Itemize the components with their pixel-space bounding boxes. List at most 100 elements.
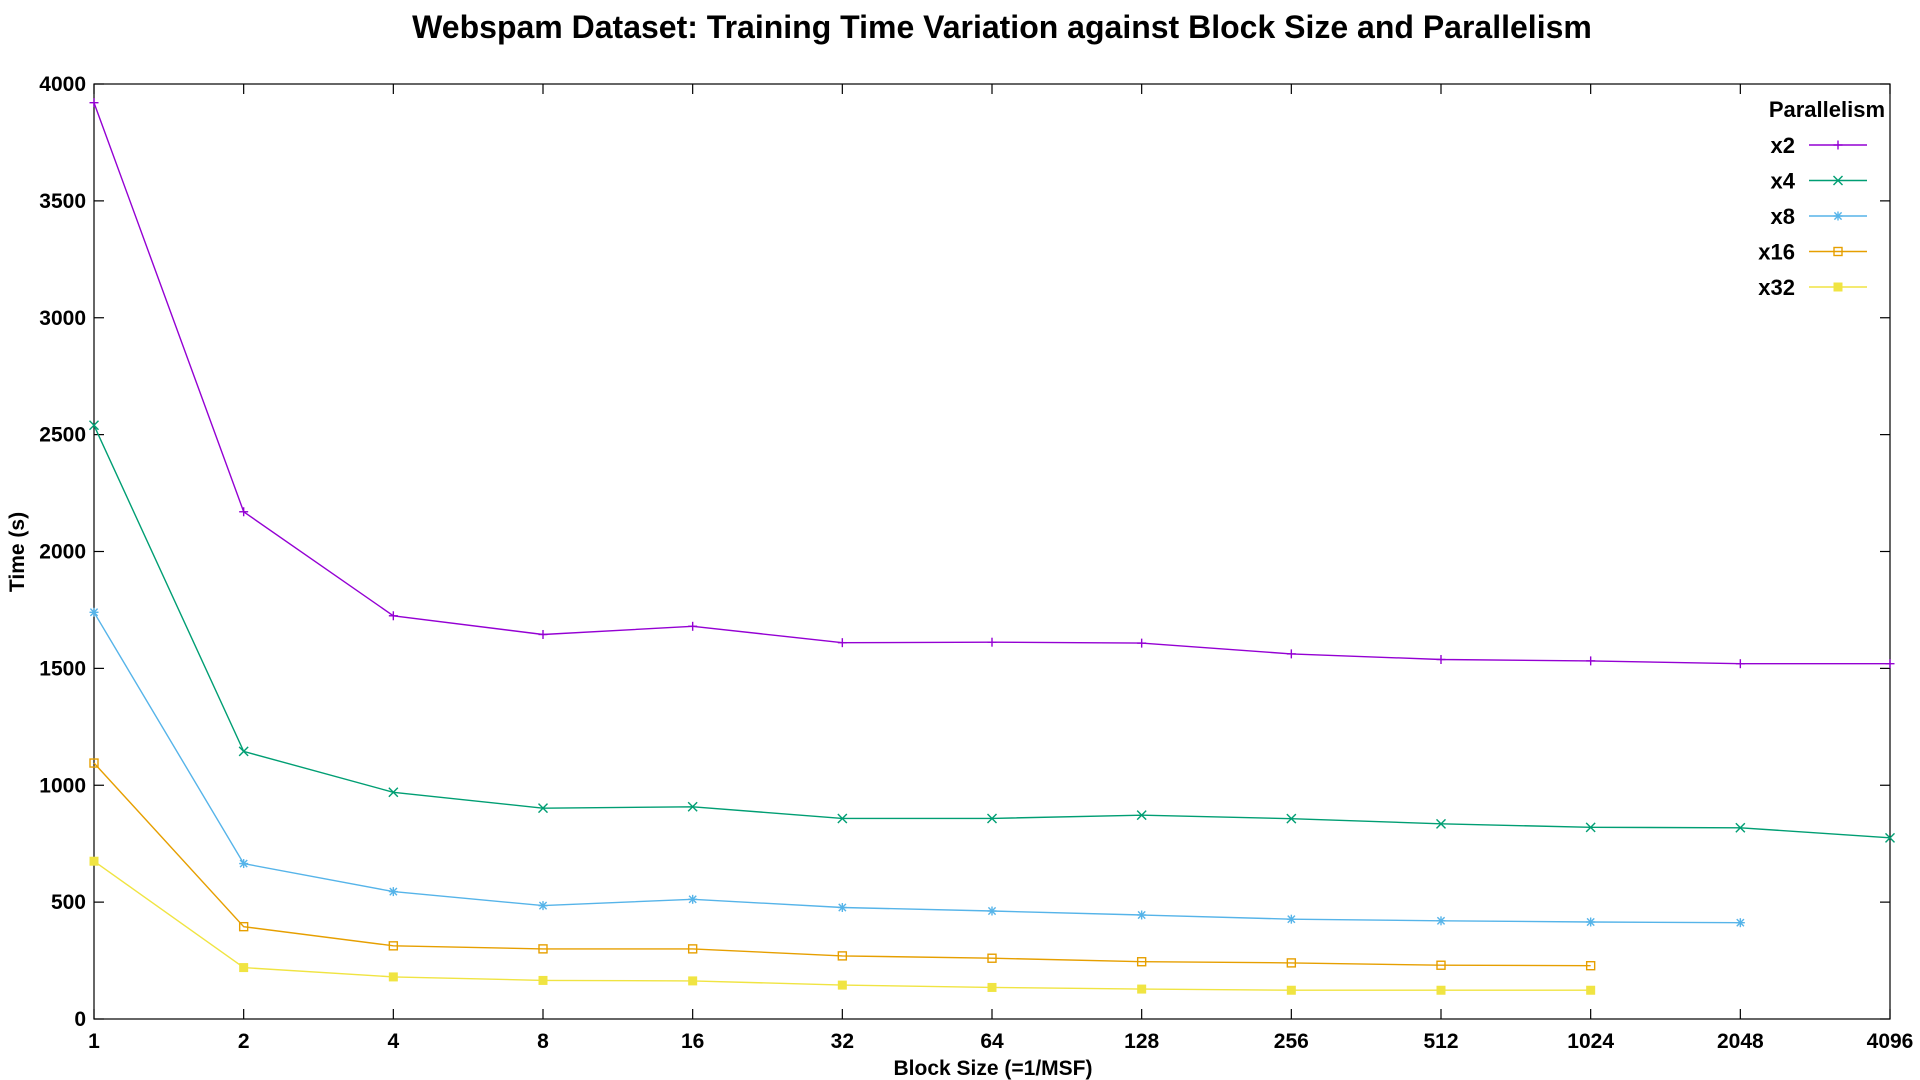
data-point-x8	[837, 903, 847, 913]
data-point-x4	[837, 813, 848, 824]
data-point-x4	[388, 787, 399, 798]
data-point-x32	[1137, 984, 1147, 994]
data-point-x8	[89, 607, 99, 617]
x-tick-label: 2	[238, 1030, 250, 1053]
data-point-x8	[239, 859, 249, 869]
data-point-x16	[1136, 957, 1147, 967]
data-point-x8	[688, 894, 698, 904]
data-point-x2	[388, 611, 398, 621]
data-point-x2	[987, 637, 997, 647]
data-point-x8	[1436, 916, 1446, 926]
plot-area	[93, 83, 1891, 1020]
x-tick-label: 128	[1124, 1030, 1159, 1053]
data-point-x32	[987, 982, 997, 992]
data-point-x2	[1586, 656, 1596, 666]
data-point-x8	[1286, 914, 1296, 924]
data-point-x4	[1585, 822, 1596, 833]
data-point-x2	[89, 98, 99, 108]
data-point-x16	[687, 944, 698, 954]
data-point-x32	[89, 856, 99, 866]
data-point-x2	[1286, 649, 1296, 659]
series-x32	[89, 856, 1596, 995]
data-point-x4	[1735, 822, 1746, 833]
data-point-x32	[239, 963, 249, 973]
x-axis-label: Block Size (=1/MSF)	[894, 1057, 1093, 1080]
data-point-x2	[1436, 654, 1446, 664]
data-point-x4	[987, 813, 997, 824]
x-tick-label: 256	[1274, 1030, 1309, 1053]
data-point-x4	[1286, 813, 1297, 824]
x-tick-label: 4	[387, 1030, 399, 1053]
data-point-x4	[89, 420, 99, 431]
data-point-x2	[837, 638, 847, 648]
legend-label-x32: x32	[1758, 275, 1795, 300]
data-point-x16	[837, 951, 848, 961]
series-line-x2	[93, 102, 1890, 665]
series-layer	[89, 98, 1895, 995]
data-point-x8	[388, 887, 398, 897]
chart-title: Webspam Dataset: Training Time Variation…	[412, 9, 1592, 45]
series-x4	[89, 420, 1895, 843]
data-point-x32	[1586, 985, 1596, 995]
y-tick-label: 500	[51, 891, 86, 914]
data-point-x32	[1286, 985, 1296, 995]
data-point-x2	[1885, 659, 1895, 669]
y-tick-label: 4000	[39, 73, 86, 96]
data-point-x32	[837, 980, 847, 990]
y-axis: 0 500 1000 1500 2000 2500 3000 3500 4000	[39, 73, 1890, 1031]
y-tick-label: 2500	[39, 424, 86, 447]
x-tick-label: 16	[681, 1030, 704, 1053]
legend-marker-x4	[1833, 175, 1843, 186]
data-point-x8	[1586, 917, 1596, 927]
x-tick-label: 2048	[1717, 1030, 1764, 1053]
series-line-x16	[93, 762, 1591, 967]
legend-marker-x32	[1833, 282, 1843, 292]
x-tick-label: 32	[831, 1030, 854, 1053]
data-point-x16	[388, 941, 399, 951]
legend-title: Parallelism	[1769, 97, 1885, 122]
data-point-x8	[1735, 918, 1745, 928]
legend-marker-x2	[1833, 140, 1843, 150]
data-point-x32	[538, 975, 548, 985]
legend-marker-x8	[1833, 211, 1843, 221]
legend-label-x2: x2	[1771, 133, 1795, 158]
y-tick-label: 3500	[39, 190, 86, 213]
legend-label-x4: x4	[1771, 169, 1796, 194]
data-point-x8	[1137, 910, 1147, 920]
data-point-x32	[388, 972, 398, 982]
series-x2	[89, 98, 1895, 669]
data-point-x2	[688, 621, 698, 631]
y-axis-label: Time (s)	[6, 512, 29, 592]
x-tick-label: 512	[1423, 1030, 1458, 1053]
data-point-x4	[1436, 818, 1446, 829]
series-line-x8	[93, 611, 1741, 924]
legend-label-x16: x16	[1758, 240, 1795, 265]
data-point-x2	[1735, 659, 1745, 669]
data-point-x2	[1137, 638, 1147, 648]
series-x8	[89, 607, 1745, 928]
data-point-x16	[89, 758, 99, 768]
y-tick-label: 1500	[39, 657, 86, 680]
x-axis: 1 2 4 8 16 32 64 128 256 512 1024 2048 4096	[88, 84, 1913, 1053]
data-point-x4	[538, 803, 548, 814]
data-point-x32	[688, 976, 698, 986]
data-point-x4	[687, 801, 698, 812]
data-point-x16	[987, 953, 997, 963]
series-line-x4	[93, 425, 1891, 839]
series-line-x32	[93, 860, 1591, 991]
data-point-x16	[1436, 960, 1446, 970]
legend-label-x8: x8	[1771, 204, 1795, 229]
series-x16	[89, 758, 1596, 971]
x-tick-label: 64	[980, 1030, 1004, 1053]
y-tick-label: 2000	[39, 541, 86, 564]
data-point-x4	[1136, 810, 1147, 821]
data-point-x16	[238, 921, 249, 932]
y-tick-label: 3000	[39, 307, 86, 330]
data-point-x32	[1436, 985, 1446, 995]
data-point-x8	[987, 906, 997, 916]
data-point-x4	[1885, 832, 1895, 843]
x-tick-label: 8	[537, 1030, 549, 1053]
x-tick-label: 4096	[1867, 1030, 1914, 1053]
data-point-x8	[538, 901, 548, 911]
